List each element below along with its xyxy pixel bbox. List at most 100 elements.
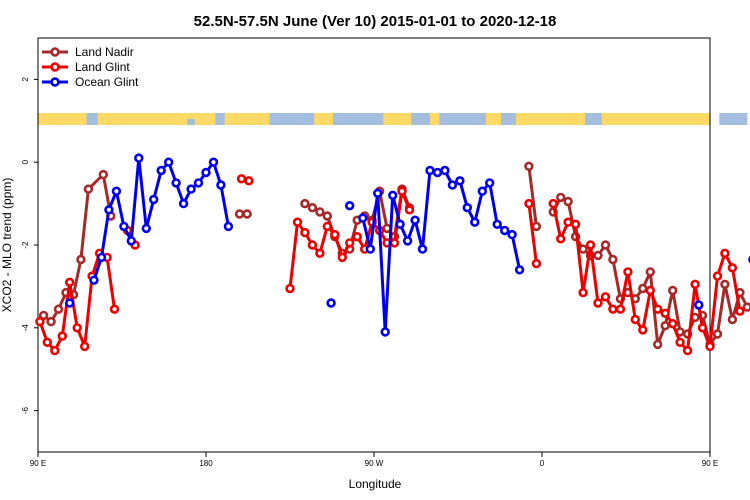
series-land-glint — [35, 174, 745, 356]
data-point — [623, 267, 633, 277]
data-point — [425, 165, 435, 176]
data-point — [660, 321, 670, 331]
data-point — [727, 263, 738, 273]
data-point — [500, 225, 510, 236]
ocean-segment — [187, 119, 195, 125]
data-point — [485, 178, 495, 188]
data-point — [608, 304, 618, 314]
data-point — [389, 238, 400, 248]
data-point — [164, 157, 174, 167]
data-point — [119, 221, 129, 232]
data-point — [705, 341, 715, 352]
data-point — [447, 180, 458, 190]
data-point — [667, 319, 678, 329]
data-point — [307, 203, 318, 213]
legend-label: Land Glint — [75, 60, 130, 74]
data-point — [292, 217, 303, 227]
legend-item: Ocean Glint — [42, 75, 139, 89]
data-point — [652, 304, 663, 314]
x-axis: 90 E 180 90 W 0 90 E — [30, 452, 718, 468]
data-point — [315, 207, 325, 217]
series-layer — [35, 153, 750, 356]
ocean-segment — [269, 113, 315, 125]
data-point — [402, 236, 413, 246]
x-axis-label: Longitude — [349, 477, 402, 491]
data-point — [600, 240, 611, 250]
data-point — [720, 279, 730, 289]
data-point — [735, 306, 745, 316]
legend-marker — [50, 47, 60, 57]
data-point — [410, 215, 420, 225]
data-point — [548, 198, 558, 209]
y-tick-label: 0 — [21, 159, 30, 164]
data-point — [322, 221, 332, 232]
data-point — [570, 219, 581, 230]
data-point — [462, 203, 472, 213]
data-point — [64, 298, 75, 308]
data-point — [178, 198, 189, 209]
ocean-segment — [86, 113, 98, 125]
series-line — [38, 251, 116, 353]
data-point — [531, 258, 542, 269]
ocean-segment — [215, 113, 225, 125]
ocean-segment — [719, 113, 748, 125]
ocean-segment — [351, 117, 360, 125]
data-point — [64, 277, 75, 287]
data-point — [236, 174, 247, 184]
data-point — [171, 178, 181, 188]
data-point — [563, 196, 573, 207]
data-point — [712, 271, 723, 281]
ocean-segment — [584, 113, 602, 125]
series-line — [527, 203, 538, 264]
ocean-segment — [411, 113, 430, 125]
data-point — [645, 285, 655, 296]
data-point — [578, 244, 588, 254]
data-point — [242, 209, 252, 219]
legend-label: Ocean Glint — [75, 75, 139, 89]
data-point — [470, 217, 480, 227]
data-point — [134, 153, 144, 163]
data-point — [72, 323, 82, 333]
legend-item: Land Glint — [42, 60, 130, 74]
data-point — [660, 308, 670, 318]
data-point — [50, 345, 60, 356]
chart-title: 52.5N-57.5N June (Ver 10) 2015-01-01 to … — [194, 13, 557, 30]
data-point — [682, 345, 693, 356]
data-point — [156, 165, 166, 176]
y-tick-label: -6 — [21, 406, 30, 414]
data-point — [186, 184, 196, 194]
data-point — [322, 211, 332, 221]
x-tick-label: 90 W — [365, 459, 384, 468]
data-point — [223, 221, 234, 232]
data-point — [630, 314, 640, 325]
data-point — [555, 192, 566, 203]
data-point — [89, 275, 99, 285]
series-ocean-glint — [64, 153, 750, 337]
data-point — [615, 304, 626, 314]
series-line — [361, 169, 522, 334]
data-point — [531, 221, 542, 232]
data-point — [83, 184, 94, 194]
data-point — [507, 229, 517, 240]
data-point — [667, 285, 678, 296]
data-point — [307, 240, 318, 250]
x-tick-label: 90 E — [30, 459, 46, 468]
data-point — [514, 265, 525, 275]
data-point — [300, 227, 310, 238]
data-point — [432, 167, 443, 178]
data-point — [345, 238, 355, 248]
x-tick-label: 90 E — [702, 459, 718, 468]
data-point — [608, 254, 618, 265]
data-point — [720, 248, 730, 259]
data-point — [593, 298, 603, 308]
data-point — [742, 302, 750, 312]
data-point — [53, 304, 64, 314]
y-tick-label: -4 — [21, 324, 30, 332]
data-point — [388, 190, 398, 201]
x-tick-label: 0 — [540, 459, 545, 468]
series-line — [527, 166, 538, 227]
data-point — [46, 316, 56, 327]
legend-item: Land Nadir — [42, 45, 134, 59]
